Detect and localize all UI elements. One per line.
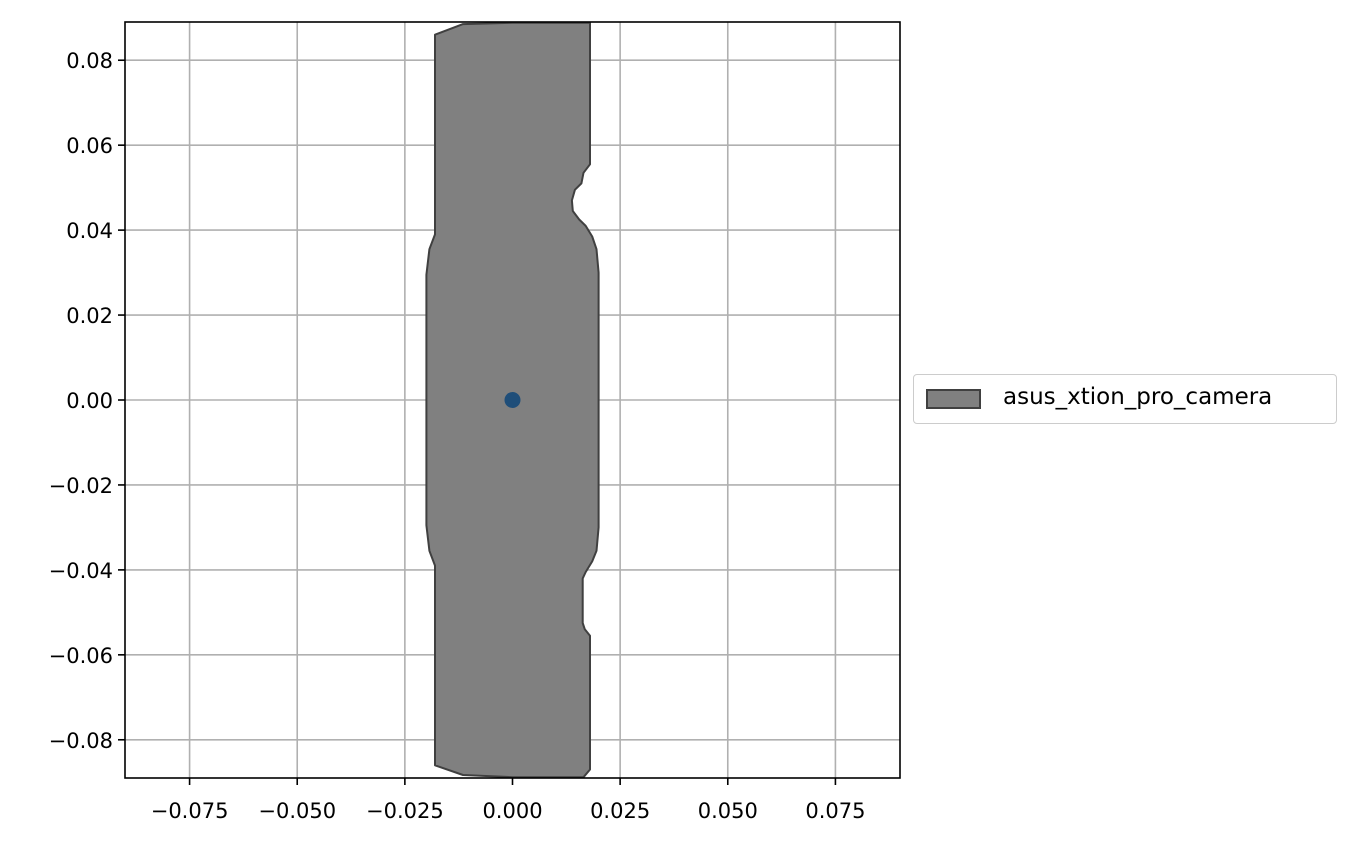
x-tick-label: 0.025	[590, 799, 650, 823]
y-tick-label: 0.00	[66, 389, 113, 413]
x-tick-label: 0.000	[482, 799, 542, 823]
y-tick-label: −0.06	[49, 644, 113, 668]
legend-label: asus_xtion_pro_camera	[1003, 384, 1273, 410]
origin-point	[504, 392, 521, 408]
y-tick-label: 0.06	[66, 134, 113, 158]
x-tick-label: −0.025	[366, 799, 444, 823]
y-tick-label: −0.08	[49, 729, 113, 753]
points-layer	[504, 392, 521, 408]
y-tick-label: −0.04	[49, 559, 113, 583]
legend-swatch	[926, 389, 981, 409]
x-tick-label: −0.050	[258, 799, 336, 823]
y-tick-label: 0.08	[66, 49, 113, 73]
y-tick-label: 0.02	[66, 304, 113, 328]
ticks: −0.075 −0.050 −0.025 0.000 0.025 0.050 0.075 0.…	[49, 49, 866, 823]
y-tick-label: 0.04	[66, 219, 113, 243]
y-tick-label: −0.02	[49, 474, 113, 498]
x-tick-label: −0.075	[151, 799, 229, 823]
legend: asus_xtion_pro_camera	[913, 374, 1337, 424]
x-tick-label: 0.075	[805, 799, 865, 823]
x-tick-label: 0.050	[698, 799, 758, 823]
